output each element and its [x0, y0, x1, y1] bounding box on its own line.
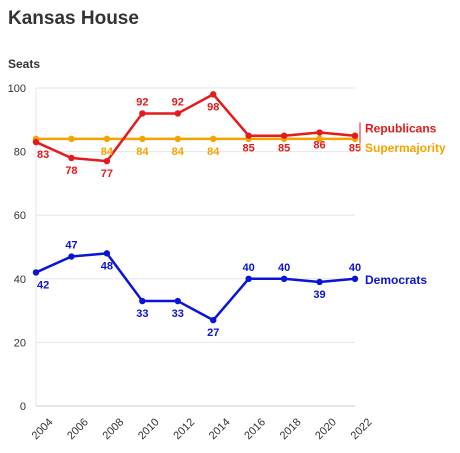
data-label: 84 [101, 146, 114, 158]
data-label: 92 [136, 96, 148, 108]
data-label: 86 [313, 140, 325, 152]
series-label-supermajority: Supermajority [365, 141, 446, 155]
data-label: 42 [37, 279, 49, 291]
data-point [68, 253, 75, 260]
data-point [280, 275, 288, 282]
data-label: 85 [349, 143, 361, 155]
x-tick-label: 2014 [207, 416, 233, 442]
data-point [210, 91, 217, 98]
x-tick-label: 2008 [101, 416, 127, 442]
data-label: 47 [65, 240, 77, 252]
data-point [139, 110, 146, 117]
data-point [32, 269, 40, 276]
data-label: 84 [136, 146, 149, 158]
data-point [139, 297, 146, 305]
data-label: 27 [207, 327, 219, 339]
data-label: 85 [278, 143, 290, 155]
data-point [245, 132, 252, 139]
data-point [316, 135, 323, 143]
data-point [351, 132, 359, 139]
data-label: 98 [207, 101, 219, 113]
y-tick-label: 60 [14, 210, 26, 222]
series-lines [32, 91, 359, 324]
data-label: 78 [65, 165, 77, 177]
y-axis-label: Seats [8, 57, 41, 71]
x-tick-label: 2016 [242, 416, 268, 442]
x-tick-label: 2010 [136, 416, 162, 442]
y-tick-label: 0 [20, 401, 26, 413]
y-tick-label: 20 [14, 337, 26, 349]
x-tick-label: 2004 [30, 416, 56, 442]
data-point [351, 275, 359, 282]
data-point [174, 135, 181, 143]
data-label: 92 [172, 96, 184, 108]
data-point [316, 278, 323, 286]
data-label: 40 [349, 262, 361, 274]
data-point [280, 132, 288, 139]
data-labels: 83 78 77 92 92 98 85 85 86 85 84 84 84 84 42 47 48 33 33 27… [37, 96, 446, 339]
x-tick-label: 2012 [171, 416, 197, 442]
series-line-democrats [35, 252, 356, 322]
data-label: 48 [101, 260, 113, 272]
data-label: 39 [313, 289, 325, 301]
data-point [32, 138, 40, 146]
data-label: 84 [172, 146, 185, 158]
data-point [174, 297, 181, 305]
series-label-republicans: Republicans [365, 122, 437, 136]
x-tick-label: 2006 [65, 416, 91, 442]
data-label: 40 [243, 262, 255, 274]
y-tick-label: 100 [8, 83, 26, 95]
data-point [316, 129, 323, 136]
data-point [103, 250, 111, 257]
data-label: 77 [101, 168, 113, 180]
series-label-democrats: Democrats [365, 273, 427, 287]
series-line-republicans [35, 93, 356, 163]
x-tick-label: 2018 [278, 416, 304, 442]
data-label: 85 [243, 143, 255, 155]
data-point [68, 154, 75, 162]
data-label: 40 [278, 262, 290, 274]
grid-lines [36, 87, 355, 407]
x-tick-label: 2020 [313, 416, 339, 442]
data-point [245, 275, 252, 282]
y-tick-label: 80 [14, 147, 26, 159]
data-label: 33 [136, 308, 148, 320]
data-point [174, 110, 181, 117]
data-point [68, 135, 75, 143]
chart-title: Kansas House [8, 8, 139, 29]
data-point [210, 135, 217, 143]
data-point [139, 135, 146, 143]
data-label: 33 [172, 308, 184, 320]
data-label: 84 [207, 146, 220, 158]
data-point [210, 316, 217, 324]
data-label: 83 [37, 149, 49, 161]
y-tick-label: 40 [14, 274, 26, 286]
data-point [103, 157, 111, 165]
data-point [103, 135, 111, 143]
x-tick-label: 2022 [349, 416, 375, 442]
